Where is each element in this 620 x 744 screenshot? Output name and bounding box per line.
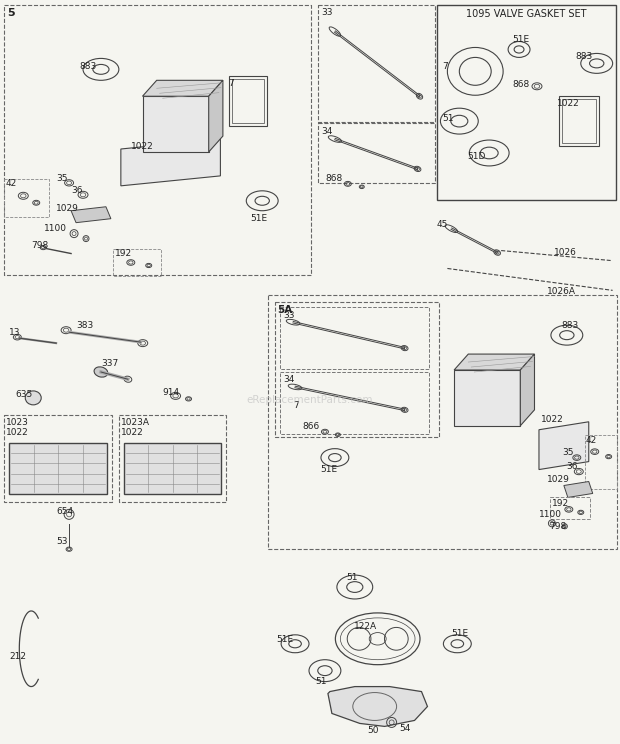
Ellipse shape xyxy=(94,367,108,377)
Polygon shape xyxy=(209,80,223,152)
Text: 35: 35 xyxy=(562,448,574,457)
Text: 51: 51 xyxy=(443,114,454,123)
Bar xyxy=(119,415,226,502)
Text: 654: 654 xyxy=(56,507,73,516)
Polygon shape xyxy=(454,370,520,426)
Text: 51E: 51E xyxy=(451,629,469,638)
Text: 42: 42 xyxy=(586,436,597,445)
Text: 51E: 51E xyxy=(276,635,293,644)
Text: 798: 798 xyxy=(549,522,566,530)
Text: 53: 53 xyxy=(56,536,68,546)
Bar xyxy=(318,123,435,183)
Text: 1022: 1022 xyxy=(557,99,580,108)
Polygon shape xyxy=(564,481,593,498)
Text: 51: 51 xyxy=(315,677,327,686)
Text: 1100: 1100 xyxy=(539,510,562,519)
Text: 50: 50 xyxy=(368,726,379,735)
Text: 868: 868 xyxy=(512,80,529,89)
Text: 1022: 1022 xyxy=(121,429,144,437)
Text: 1022: 1022 xyxy=(6,429,29,437)
Text: 383: 383 xyxy=(76,321,93,330)
Text: 883: 883 xyxy=(576,52,593,61)
Polygon shape xyxy=(454,354,534,370)
Text: 45: 45 xyxy=(436,220,448,229)
Text: 13: 13 xyxy=(9,327,21,337)
Text: 883: 883 xyxy=(562,321,579,330)
Text: 42: 42 xyxy=(6,179,17,188)
Bar xyxy=(4,415,112,502)
Text: 212: 212 xyxy=(9,652,27,661)
Text: 33: 33 xyxy=(321,8,332,17)
Polygon shape xyxy=(9,443,107,495)
Bar xyxy=(4,179,49,217)
Bar xyxy=(4,4,311,275)
Text: 635: 635 xyxy=(16,391,33,400)
Bar xyxy=(318,4,435,122)
Text: 1026: 1026 xyxy=(554,248,577,257)
Bar xyxy=(562,99,596,143)
Text: 798: 798 xyxy=(31,241,48,250)
Text: 54: 54 xyxy=(400,724,411,733)
Polygon shape xyxy=(520,354,534,426)
Text: 51D: 51D xyxy=(467,153,485,161)
Text: 1100: 1100 xyxy=(44,224,67,233)
Text: 33: 33 xyxy=(283,311,294,320)
Bar xyxy=(280,307,430,369)
Text: 36: 36 xyxy=(566,462,577,471)
Text: 122A: 122A xyxy=(354,622,377,632)
Polygon shape xyxy=(71,207,111,222)
Bar xyxy=(268,295,617,549)
Text: 35: 35 xyxy=(56,174,68,183)
Polygon shape xyxy=(143,80,223,96)
Polygon shape xyxy=(143,96,209,152)
Polygon shape xyxy=(539,422,589,469)
Text: 192: 192 xyxy=(115,249,132,258)
Bar xyxy=(232,80,264,123)
Polygon shape xyxy=(328,687,427,726)
Text: 7: 7 xyxy=(443,62,448,71)
Bar xyxy=(585,434,617,490)
Ellipse shape xyxy=(25,391,41,405)
Text: 5A: 5A xyxy=(277,305,293,315)
Text: 51E: 51E xyxy=(512,35,529,44)
Text: 34: 34 xyxy=(283,376,294,385)
Text: 1026A: 1026A xyxy=(547,287,576,296)
Text: 337: 337 xyxy=(101,359,118,368)
Text: 192: 192 xyxy=(552,499,569,508)
Text: eReplacementParts.com: eReplacementParts.com xyxy=(247,395,373,405)
Text: 1023A: 1023A xyxy=(121,418,150,427)
Bar xyxy=(229,77,267,126)
Bar xyxy=(559,96,599,146)
Polygon shape xyxy=(121,139,220,186)
Text: 7: 7 xyxy=(293,401,299,411)
Text: 1095 VALVE GASKET SET: 1095 VALVE GASKET SET xyxy=(466,9,587,19)
Text: 7: 7 xyxy=(228,79,234,88)
Text: 34: 34 xyxy=(321,126,332,135)
Text: 914: 914 xyxy=(162,388,180,397)
Text: 1029: 1029 xyxy=(547,475,570,484)
Text: 5: 5 xyxy=(7,7,15,18)
Bar xyxy=(113,248,161,277)
Bar xyxy=(550,498,590,519)
Text: 51: 51 xyxy=(346,573,357,582)
Text: 883: 883 xyxy=(79,62,96,71)
Polygon shape xyxy=(124,443,221,495)
Text: 51E: 51E xyxy=(320,465,337,474)
Text: 1023: 1023 xyxy=(6,418,29,427)
Text: 36: 36 xyxy=(71,186,82,196)
Text: 868: 868 xyxy=(325,174,342,183)
Text: 1022: 1022 xyxy=(131,141,154,150)
Text: 1022: 1022 xyxy=(541,415,564,424)
Text: 866: 866 xyxy=(302,423,319,432)
Bar xyxy=(275,302,440,437)
Bar xyxy=(280,372,430,434)
Text: 51E: 51E xyxy=(250,214,267,223)
Text: 1029: 1029 xyxy=(56,205,79,214)
Bar xyxy=(438,4,616,200)
